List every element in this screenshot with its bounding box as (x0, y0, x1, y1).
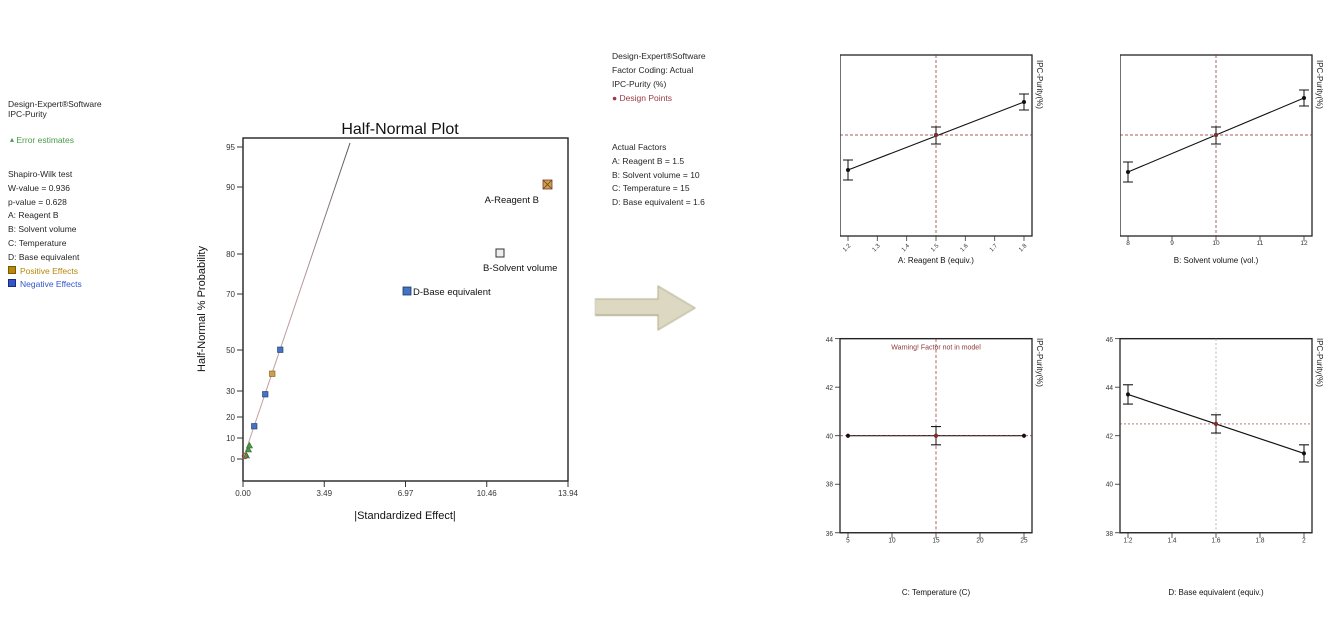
svg-text:8: 8 (1126, 240, 1130, 247)
svg-text:36: 36 (826, 531, 833, 538)
svg-text:D-Base equivalent: D-Base equivalent (413, 287, 491, 298)
svg-text:44: 44 (826, 337, 833, 344)
svg-text:46: 46 (1106, 337, 1113, 344)
svg-text:80: 80 (226, 250, 235, 259)
svg-text:13.94: 13.94 (558, 489, 579, 498)
svg-text:1.5: 1.5 (930, 243, 941, 254)
svg-text:1.8: 1.8 (1255, 537, 1264, 544)
svg-text:40: 40 (826, 433, 833, 440)
svg-text:44: 44 (1106, 385, 1113, 392)
svg-text:A-Reagent B: A-Reagent B (485, 195, 539, 206)
svg-text:B-Solvent volume: B-Solvent volume (483, 263, 557, 274)
svg-text:25: 25 (1020, 537, 1027, 544)
svg-text:50: 50 (226, 346, 235, 355)
svg-text:2: 2 (1302, 537, 1306, 544)
svg-text:1.6: 1.6 (960, 243, 971, 254)
svg-text:95: 95 (226, 143, 235, 152)
svg-text:1.4: 1.4 (901, 243, 912, 254)
svg-text:40: 40 (1106, 481, 1113, 488)
svg-text:5: 5 (846, 537, 850, 544)
svg-text:Half-Normal Plot: Half-Normal Plot (341, 121, 459, 138)
svg-text:20: 20 (976, 537, 983, 544)
svg-text:Half-Normal % Probability: Half-Normal % Probability (196, 246, 208, 372)
svg-text:90: 90 (226, 183, 235, 192)
svg-text:1.2: 1.2 (842, 243, 853, 254)
svg-text:|Standardized Effect|: |Standardized Effect| (354, 510, 456, 522)
svg-text:6.97: 6.97 (398, 489, 414, 498)
svg-text:1.3: 1.3 (872, 243, 883, 254)
svg-text:0.00: 0.00 (235, 489, 251, 498)
svg-text:3.49: 3.49 (316, 489, 332, 498)
svg-text:15: 15 (932, 537, 939, 544)
svg-text:20: 20 (226, 413, 235, 422)
svg-text:9: 9 (1170, 240, 1174, 247)
svg-text:42: 42 (1106, 433, 1113, 440)
svg-text:10: 10 (888, 537, 895, 544)
svg-text:1.6: 1.6 (1211, 537, 1220, 544)
svg-text:30: 30 (226, 387, 235, 396)
svg-text:B: Solvent volume (vol.): B: Solvent volume (vol.) (1174, 256, 1259, 265)
svg-text:38: 38 (1106, 531, 1113, 538)
svg-text:38: 38 (826, 481, 833, 488)
svg-text:70: 70 (226, 290, 235, 299)
svg-text:A: Reagent B (equiv.): A: Reagent B (equiv.) (898, 256, 974, 265)
svg-text:10: 10 (226, 434, 235, 443)
svg-text:10.46: 10.46 (477, 489, 498, 498)
svg-text:1.7: 1.7 (989, 243, 1000, 254)
svg-text:12: 12 (1300, 240, 1308, 247)
svg-text:C: Temperature (C): C: Temperature (C) (902, 587, 970, 597)
svg-text:D: Base equivalent (equiv.): D: Base equivalent (equiv.) (1168, 587, 1264, 597)
svg-text:0: 0 (231, 455, 236, 464)
svg-text:1.8: 1.8 (1018, 243, 1029, 254)
svg-text:1.2: 1.2 (1123, 537, 1132, 544)
svg-text:11: 11 (1257, 240, 1264, 247)
svg-text:1.4: 1.4 (1167, 537, 1176, 544)
svg-text:42: 42 (826, 385, 833, 392)
svg-text:10: 10 (1212, 240, 1220, 247)
